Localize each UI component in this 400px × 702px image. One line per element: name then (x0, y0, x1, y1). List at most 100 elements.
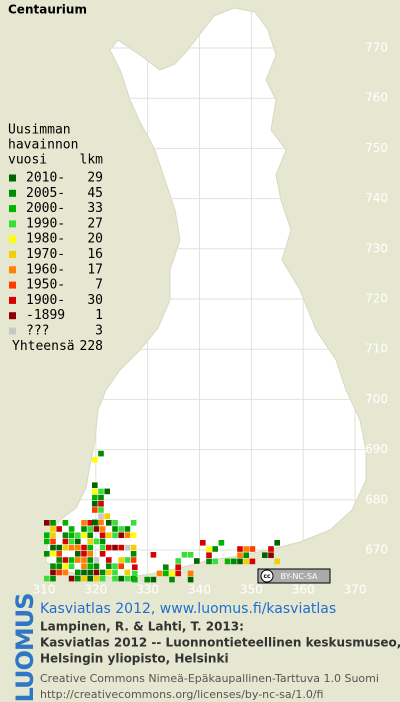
occurrence-square (93, 538, 100, 545)
occurrence-square (118, 557, 124, 563)
east-label: 310 (33, 583, 56, 597)
north-label: 760 (365, 91, 388, 105)
north-label: 720 (365, 292, 388, 306)
occurrence-square (68, 575, 75, 582)
occurrence-square (81, 532, 87, 538)
occurrence-square (206, 558, 212, 565)
occurrence-square (118, 544, 124, 551)
occurrence-square (243, 546, 249, 552)
legend-swatch (9, 327, 16, 335)
occurrence-square (124, 575, 131, 582)
occurrence-square (124, 526, 131, 532)
east-label: 360 (292, 583, 315, 597)
occurrence-square (75, 551, 81, 557)
occurrence-square (75, 557, 81, 563)
occurrence-square (130, 557, 137, 563)
occurrence-square (92, 507, 98, 513)
finland-outline (45, 7, 367, 579)
occurrence-square (98, 488, 104, 495)
occurrence-square (50, 563, 56, 569)
occurrence-square (112, 532, 118, 538)
occurrence-square (112, 569, 118, 576)
occurrence-square (62, 544, 69, 551)
legend-swatch (9, 235, 16, 243)
legend-label: ??? (26, 324, 49, 339)
occurrence-square (187, 552, 194, 558)
occurrence-square (81, 520, 87, 526)
occurrence-square (132, 570, 138, 577)
occurrence-square (237, 552, 243, 558)
occurrence-square (68, 563, 75, 569)
north-label: 690 (365, 442, 388, 456)
occurrence-square (92, 519, 98, 526)
legend-total-count: 228 (80, 339, 103, 354)
occurrence-square (274, 540, 280, 546)
occurrence-square (99, 544, 106, 551)
occurrence-square (56, 526, 62, 532)
citation-line: Lampinen, R. & Lahti, T. 2013: (40, 620, 244, 634)
occurrence-square (75, 569, 81, 576)
svg-text:cc: cc (263, 573, 271, 580)
occurrence-square (124, 557, 131, 563)
occurrence-square (249, 546, 256, 552)
occurrence-square (68, 538, 75, 545)
occurrence-square (112, 526, 118, 532)
occurrence-square (206, 552, 212, 558)
legend-count: 17 (87, 262, 103, 277)
occurrence-square (87, 557, 93, 563)
occurrence-square (93, 526, 100, 532)
atlas-link[interactable]: Kasviatlas 2012, www.luomus.fi/kasviatla… (40, 601, 336, 617)
occurrence-square (274, 558, 280, 565)
occurrence-square (144, 576, 150, 583)
legend-count-header: lkm (80, 153, 104, 168)
occurrence-square (112, 544, 118, 551)
legend-swatch (9, 281, 16, 289)
occurrence-square (87, 569, 93, 576)
occurrence-square (87, 538, 93, 545)
occurrence-square (104, 488, 110, 495)
occurrence-square (44, 520, 50, 526)
occurrence-square (200, 540, 206, 546)
legend-count: 16 (87, 247, 103, 262)
occurrence-square (87, 526, 93, 532)
occurrence-square (130, 532, 137, 538)
legend-label: 1990- (26, 216, 65, 231)
occurrence-square (169, 576, 175, 583)
occurrence-square (163, 564, 169, 570)
occurrence-square (56, 563, 62, 569)
occurrence-square (81, 575, 87, 582)
legend-count: 30 (87, 293, 103, 308)
occurrence-square (68, 544, 75, 551)
legend-label: 2005- (26, 186, 65, 201)
occurrence-square (87, 575, 93, 582)
occurrence-square (106, 557, 112, 563)
occurrence-square (268, 546, 274, 552)
legend-label: 1960- (26, 262, 65, 277)
occurrence-square (98, 513, 104, 519)
legend-label: 1950- (26, 278, 65, 293)
occurrence-square (87, 532, 93, 538)
occurrence-square (268, 552, 274, 558)
occurrence-square (112, 575, 118, 582)
legend-label: -1899 (26, 308, 65, 323)
occurrence-square (163, 570, 169, 577)
occurrence-square (106, 544, 112, 551)
occurrence-square (175, 558, 181, 564)
occurrence-square (132, 564, 138, 570)
legend-count: 27 (87, 216, 103, 231)
occurrence-square (50, 526, 56, 532)
legend-swatch (9, 251, 16, 258)
occurrence-square (81, 569, 87, 576)
legend-count: 1 (95, 308, 103, 323)
occurrence-square (181, 552, 188, 558)
occurrence-square (81, 526, 87, 532)
license-line: Creative Commons Nimeä-Epäkaupallinen-Ta… (40, 672, 379, 685)
north-label: 770 (365, 41, 388, 55)
north-label: 730 (365, 241, 388, 255)
occurrence-square (44, 532, 50, 538)
occurrence-square (237, 558, 243, 565)
occurrence-square (98, 494, 104, 501)
occurrence-square (75, 532, 81, 538)
occurrence-square (106, 569, 112, 576)
